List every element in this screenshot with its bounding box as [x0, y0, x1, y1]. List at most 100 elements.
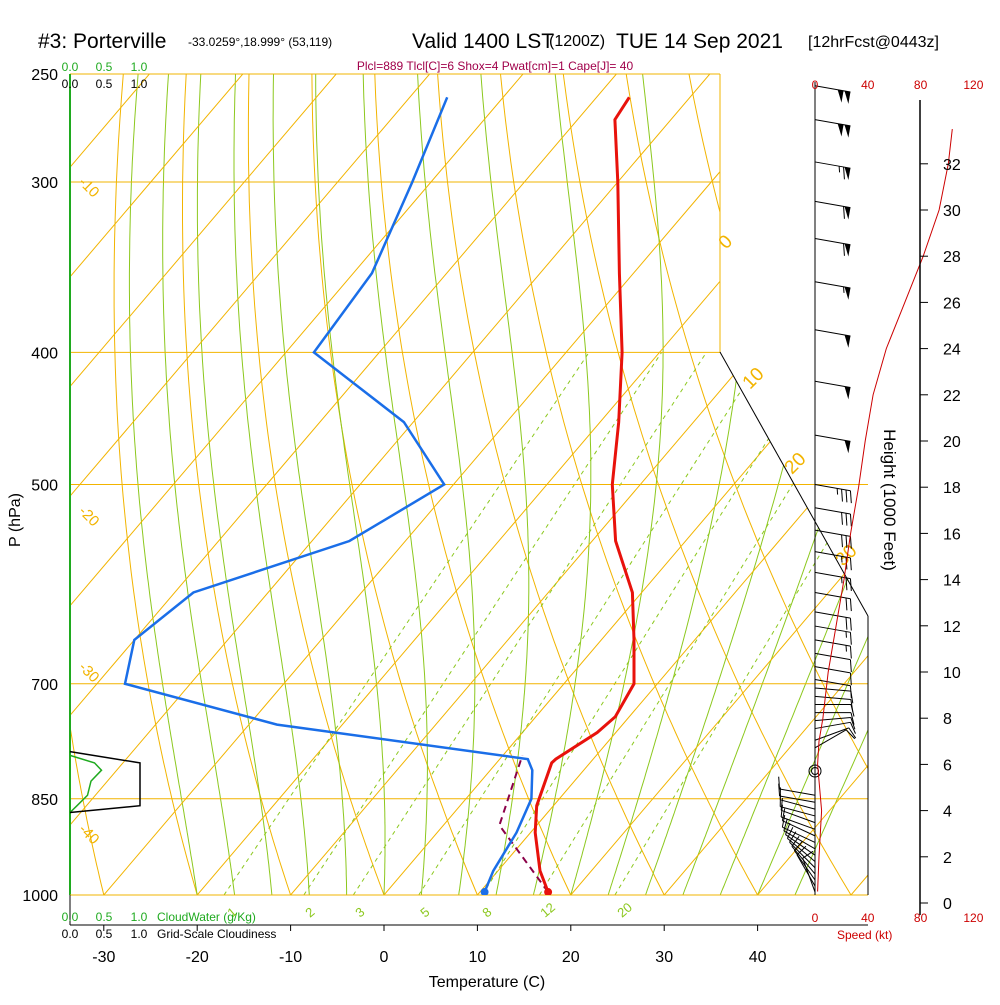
wind-barb [779, 784, 815, 803]
pressure-tick-label: 500 [31, 478, 58, 495]
isotherm-label: -40 [75, 821, 102, 848]
wind-barb [815, 162, 850, 180]
dry-adiabat-label: 10 [739, 364, 769, 394]
height-tick-label: 16 [943, 526, 961, 543]
cloudwater-tick-label-bottom: 1.0 [131, 910, 148, 924]
height-tick-label: 8 [943, 711, 952, 728]
sounding-indices: Plcl=889 Tlcl[C]=6 Shox=4 Pwat[cm]=1 Cap… [357, 59, 634, 73]
mixing-ratio-line [304, 352, 662, 895]
isotherm-label: -10 [75, 174, 102, 201]
dry-adiabat-label: 0 [715, 231, 737, 253]
pressure-tick-label: 250 [31, 67, 58, 84]
wind-barb [815, 201, 850, 219]
x-tick-label: 10 [469, 949, 487, 966]
cloudwater-tick-label-bottom: 0.5 [96, 910, 113, 924]
height-tick-label: 24 [943, 342, 961, 359]
cloudiness-tick-label-bottom: 0.5 [96, 927, 113, 941]
dry-adiabats [0, 50, 1000, 924]
isotherm-line [571, 0, 1000, 895]
dry-adiabat-line [114, 50, 206, 924]
dry-adiabat-line [183, 50, 301, 924]
mixing-ratio-label: 20 [614, 900, 635, 921]
title-block: #3: Porterville -33.0259°,18.999° (53,11… [38, 30, 939, 73]
valid-time: Valid 1400 LST [412, 30, 554, 53]
height-tick-label: 12 [943, 619, 961, 636]
dry-adiabat-line [995, 50, 1000, 924]
cloudiness-tick-label-bottom: 1.0 [131, 927, 148, 941]
x-tick-label: -10 [279, 949, 302, 966]
wind-barb [815, 330, 850, 348]
height-tick-label: 6 [943, 757, 952, 774]
isotherms [0, 0, 1000, 895]
dry-adiabat-line [809, 50, 1000, 924]
x-tick-label: 30 [655, 949, 673, 966]
dry-adiabat-label: 20 [781, 449, 811, 479]
x-axis-title: Temperature (C) [429, 974, 545, 991]
isotherm-line [851, 0, 1000, 895]
pressure-tick-label: 300 [31, 175, 58, 192]
speed-tick-label-bottom: 40 [861, 911, 875, 925]
cloudiness-tick-label-top: 1.0 [131, 77, 148, 91]
dry-adiabat-line [374, 50, 585, 924]
pressure-tick-label: 700 [31, 677, 58, 694]
x-tick-label: 40 [749, 949, 767, 966]
surface-temperature-dot [544, 888, 552, 896]
cloudiness-line [70, 752, 140, 813]
wind-barb [815, 508, 851, 527]
station-name: #3: Porterville [38, 30, 166, 53]
wind-barb [815, 86, 850, 104]
x-tick-label: 0 [380, 949, 389, 966]
height-tick-label: 18 [943, 480, 961, 497]
height-axis-title: Height (1000 Feet) [880, 429, 899, 571]
plot-frame [70, 74, 868, 925]
isobars [70, 74, 868, 895]
isotherm-line [0, 0, 542, 895]
pressure-tick-label: 400 [31, 345, 58, 362]
height-tick-label: 10 [943, 665, 961, 682]
height-tick-label: 32 [943, 157, 961, 174]
dry-adiabat-line [747, 50, 1000, 924]
height-tick-label: 26 [943, 295, 961, 312]
speed-tick-label-bottom: 80 [914, 911, 928, 925]
speed-tick-label-top: 80 [914, 78, 928, 92]
wind-barb [815, 485, 851, 504]
cloudwater-tick-label-top: 0.0 [62, 60, 79, 74]
wind-barb [815, 612, 851, 631]
y-axis-title: P (hPa) [7, 493, 24, 547]
speed-tick-label-bottom: 0 [812, 911, 819, 925]
forecast-info: [12hrFcst@0443z] [808, 34, 939, 51]
isotherm-line [10, 0, 822, 895]
station-coords: -33.0259°,18.999° (53,119) [188, 35, 332, 49]
wind-barb [815, 120, 850, 138]
wind-barb [815, 381, 850, 399]
cloudiness-title: Grid-Scale Cloudiness [157, 927, 276, 941]
height-tick-label: 4 [943, 804, 952, 821]
mixing-ratio-label: 5 [417, 904, 432, 920]
cloudwater-line [70, 755, 102, 812]
isotherm-line [104, 0, 916, 895]
valid-date: TUE 14 Sep 2021 [616, 30, 783, 53]
isotherm-line [0, 0, 636, 895]
height-tick-label: 14 [943, 573, 961, 590]
height-tick-label: 0 [943, 896, 952, 913]
dry-adiabat-line [0, 50, 16, 924]
dry-adiabat-line [436, 50, 679, 924]
wind-barb [815, 572, 851, 591]
isotherm-line [0, 0, 729, 895]
height-tick-label: 2 [943, 850, 952, 867]
isotherm-label: -20 [75, 503, 102, 530]
isotherm-line [197, 0, 1000, 895]
mixing-ratio-line [482, 352, 823, 895]
wind-barb [815, 435, 850, 453]
dry-adiabat-line [248, 50, 395, 924]
x-tick-label: -30 [92, 949, 115, 966]
valid-utc: (1200Z) [549, 33, 605, 50]
mixing-ratio-label: 2 [302, 904, 317, 920]
dry-adiabat-line [560, 50, 868, 924]
